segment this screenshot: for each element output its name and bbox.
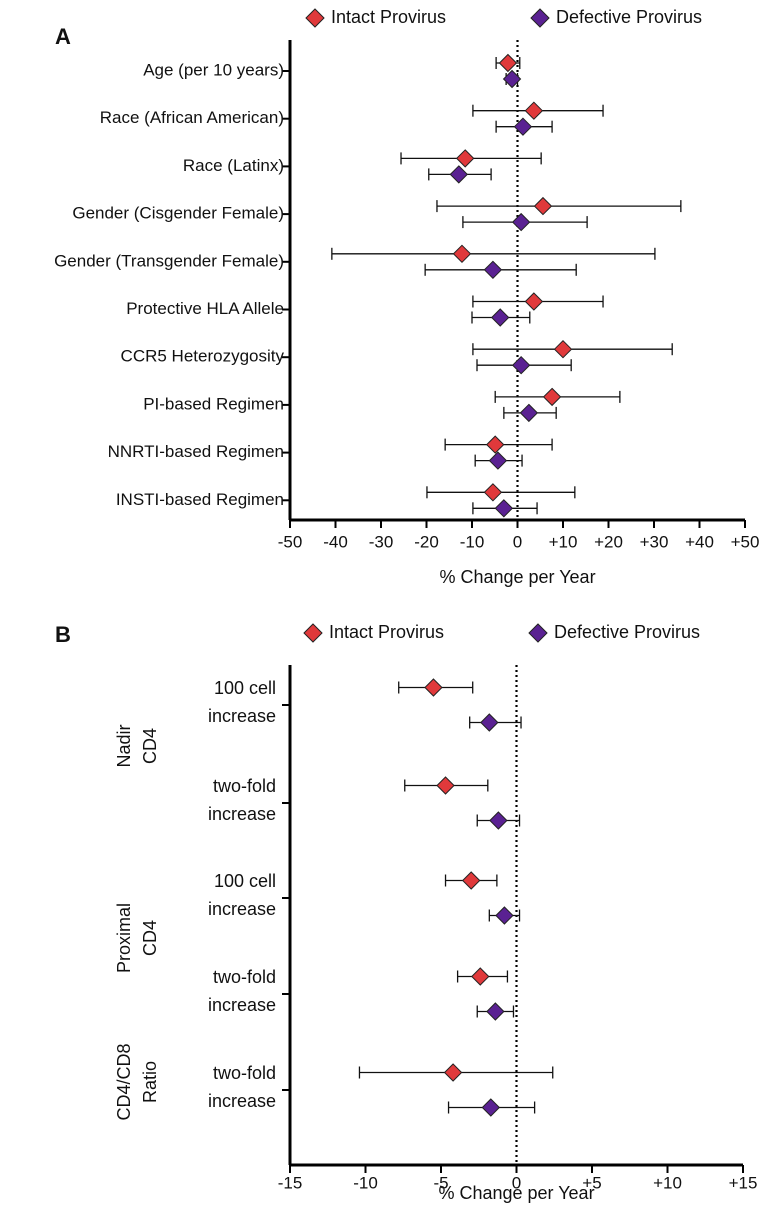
group-label-line: Proximal — [114, 903, 134, 973]
point-marker — [443, 1063, 463, 1082]
point-marker — [498, 53, 518, 73]
point-marker — [461, 871, 481, 890]
point-marker — [519, 403, 539, 423]
panel-letter: B — [55, 622, 71, 647]
group-label-line: CD4 — [140, 728, 160, 764]
group-label-line: CD4/CD8 — [114, 1043, 134, 1120]
panel-letter: A — [55, 24, 71, 49]
point-marker — [511, 355, 531, 375]
y-tick-label: INSTI-based Regimen — [116, 490, 284, 509]
group-label-line: Nadir — [114, 724, 134, 767]
x-tick-label: +5 — [582, 1173, 601, 1192]
legend-label: Intact Provirus — [331, 7, 446, 27]
y-tick-label: increase — [208, 1091, 276, 1111]
x-tick-label: -20 — [414, 532, 439, 551]
x-tick-label: +50 — [731, 532, 760, 551]
point-marker — [449, 165, 469, 184]
legend-label: Intact Provirus — [329, 622, 444, 642]
y-tick-label: two-fold — [213, 1063, 276, 1083]
x-tick-label: 0 — [512, 1173, 521, 1192]
x-tick-label: -40 — [323, 532, 348, 551]
y-tick-label: increase — [208, 804, 276, 824]
group-label-line: Ratio — [140, 1061, 160, 1103]
y-tick-label: Gender (Cisgender Female) — [72, 204, 284, 223]
y-tick-label: PI-based Regimen — [143, 394, 284, 413]
x-tick-label: -50 — [278, 532, 303, 551]
y-tick-label: 100 cell — [214, 871, 276, 891]
x-tick-label: -10 — [353, 1173, 378, 1192]
legend-label: Defective Provirus — [554, 622, 700, 642]
point-marker — [483, 260, 503, 280]
y-tick-label: two-fold — [213, 967, 276, 987]
point-marker — [524, 101, 544, 120]
x-tick-label: -30 — [369, 532, 394, 551]
x-tick-label: 0 — [513, 532, 522, 551]
point-marker — [471, 967, 490, 986]
point-marker — [494, 499, 514, 518]
point-marker — [481, 1098, 501, 1117]
point-marker — [533, 196, 553, 216]
point-marker — [436, 776, 455, 795]
point-marker — [424, 678, 443, 697]
y-tick-label: 100 cell — [214, 678, 276, 698]
y-tick-label: increase — [208, 899, 276, 919]
group-label-line: CD4 — [140, 920, 160, 956]
x-tick-label: -5 — [433, 1173, 448, 1192]
point-marker — [455, 149, 475, 168]
point-marker — [524, 292, 544, 311]
x-tick-label: +40 — [685, 532, 714, 551]
point-marker — [513, 117, 533, 136]
point-marker — [553, 339, 573, 359]
y-tick-label: Protective HLA Allele — [126, 299, 284, 318]
x-tick-label: +10 — [549, 532, 578, 551]
point-marker — [488, 451, 508, 470]
point-marker — [485, 435, 505, 454]
x-tick-label: -10 — [460, 532, 485, 551]
point-marker — [495, 906, 514, 925]
y-tick-label: Age (per 10 years) — [143, 60, 284, 79]
y-tick-label: Race (African American) — [100, 108, 284, 127]
y-tick-label: two-fold — [213, 776, 276, 796]
group-label: Nadir CD4 — [114, 724, 160, 767]
point-marker — [491, 308, 510, 327]
legend-label: Defective Provirus — [556, 7, 702, 27]
x-tick-label: -15 — [278, 1173, 303, 1192]
y-tick-label: CCR5 Heterozygosity — [121, 347, 285, 366]
y-tick-label: Race (Latinx) — [183, 156, 284, 175]
legend-marker — [303, 623, 323, 643]
legend-marker — [305, 8, 325, 28]
point-marker — [480, 713, 499, 732]
y-tick-label: NNRTI-based Regimen — [108, 442, 284, 461]
legend-marker — [530, 8, 550, 28]
x-tick-label: +30 — [640, 532, 669, 551]
point-marker — [511, 212, 531, 232]
legend-marker — [528, 623, 548, 643]
y-tick-label: increase — [208, 706, 276, 726]
point-marker — [542, 387, 562, 407]
point-marker — [486, 1002, 505, 1021]
y-tick-label: increase — [208, 995, 276, 1015]
y-tick-label: Gender (Transgender Female) — [54, 251, 284, 270]
x-axis-title: % Change per Year — [438, 1183, 594, 1203]
x-tick-label: +10 — [653, 1173, 682, 1192]
x-tick-label: +20 — [594, 532, 623, 551]
point-marker — [489, 811, 508, 830]
x-axis-title: % Change per Year — [439, 567, 595, 587]
point-marker — [452, 244, 472, 264]
group-label: Proximal CD4 — [114, 903, 160, 973]
point-marker — [502, 69, 522, 89]
point-marker — [483, 483, 503, 502]
x-tick-label: +15 — [729, 1173, 758, 1192]
group-label: CD4/CD8 Ratio — [114, 1043, 160, 1120]
